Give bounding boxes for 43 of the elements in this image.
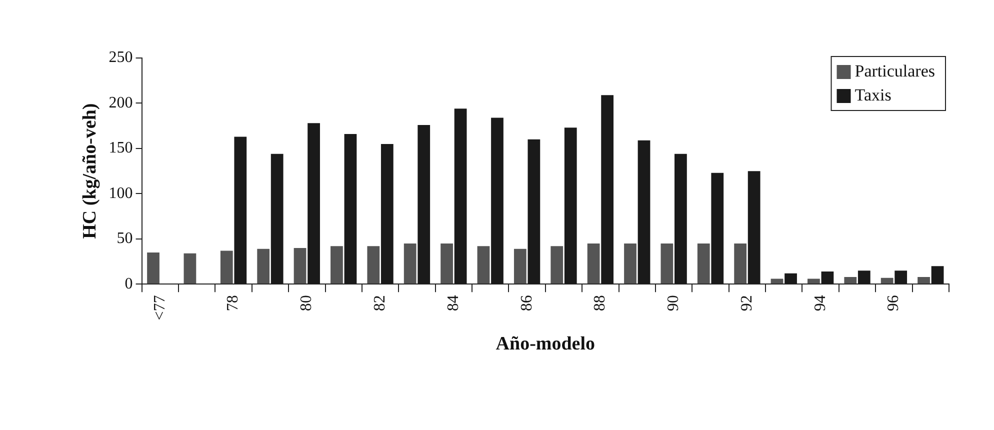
bar <box>147 252 160 284</box>
bar <box>550 246 564 284</box>
legend-label: Taxis <box>854 85 892 104</box>
bar <box>440 243 453 284</box>
bar <box>294 248 306 284</box>
x-tick-label: 80 <box>298 295 316 312</box>
legend-label: Particulares <box>854 61 936 80</box>
bar <box>880 278 894 284</box>
bar <box>734 243 747 284</box>
bar <box>330 246 343 284</box>
y-tick-label: 0 <box>124 275 133 292</box>
bar <box>587 243 600 284</box>
x-tick-label: 94 <box>812 295 829 312</box>
y-tick-label: 100 <box>108 184 133 202</box>
x-tick-label: 92 <box>738 295 756 312</box>
bar <box>697 243 710 284</box>
x-tick-label: 86 <box>518 295 536 312</box>
bar <box>220 250 233 284</box>
bar <box>184 253 196 284</box>
x-tick-label: 88 <box>592 295 609 312</box>
bar <box>918 276 930 284</box>
y-tick-label: 50 <box>116 230 133 248</box>
bar <box>808 278 820 284</box>
bar <box>844 276 857 284</box>
y-tick-label: 150 <box>108 140 133 157</box>
bar <box>404 243 416 284</box>
bar <box>477 246 490 284</box>
bar <box>770 278 784 284</box>
bar <box>367 246 380 284</box>
bar <box>514 248 526 284</box>
bar <box>257 248 270 284</box>
x-tick-label: 90 <box>665 295 682 312</box>
x-tick-label: 82 <box>371 295 388 312</box>
bar <box>660 243 674 284</box>
x-tick-label: <77 <box>151 295 168 320</box>
x-tick-label: 96 <box>885 295 902 312</box>
bar <box>624 243 636 284</box>
x-tick-label: 78 <box>224 295 242 312</box>
y-axis-title: HC (kg/año-veh) <box>79 103 100 239</box>
x-axis-title: Año-modelo <box>496 334 596 355</box>
y-tick-label: 200 <box>108 94 133 112</box>
x-tick-label: 84 <box>444 295 462 312</box>
y-tick-label: 250 <box>108 49 133 66</box>
